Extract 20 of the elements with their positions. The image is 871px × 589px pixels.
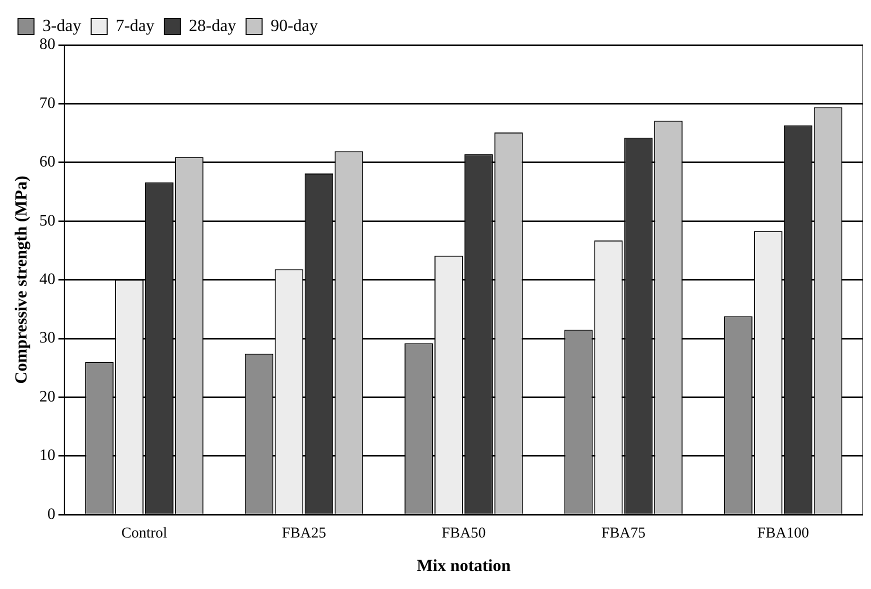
y-tick-label: 20 [39,388,56,406]
y-tick-label: 0 [47,506,56,523]
x-tick-label: FBA75 [601,526,646,542]
x-tick-label: Control [121,526,168,542]
y-axis-title: Compressive strength (MPa) [12,176,31,384]
y-tick-label: 80 [39,36,56,54]
legend-label: 3-day [42,16,82,35]
x-tick-label: FBA100 [757,526,809,542]
x-tick-label: FBA50 [442,526,486,542]
legend-label: 7-day [116,16,155,35]
y-tick-label: 50 [39,212,56,230]
x-axis-title: Mix notation [416,556,512,576]
y-tick-label: 60 [39,154,56,171]
x-tick-label: FBA25 [282,526,326,542]
y-tick-label: 30 [39,330,56,347]
legend-label: 90-day [270,16,318,35]
y-tick-label: 40 [39,271,56,288]
y-tick-label: 70 [39,94,56,112]
y-tick-label: 10 [39,447,56,464]
legend-label: 28-day [188,16,237,35]
